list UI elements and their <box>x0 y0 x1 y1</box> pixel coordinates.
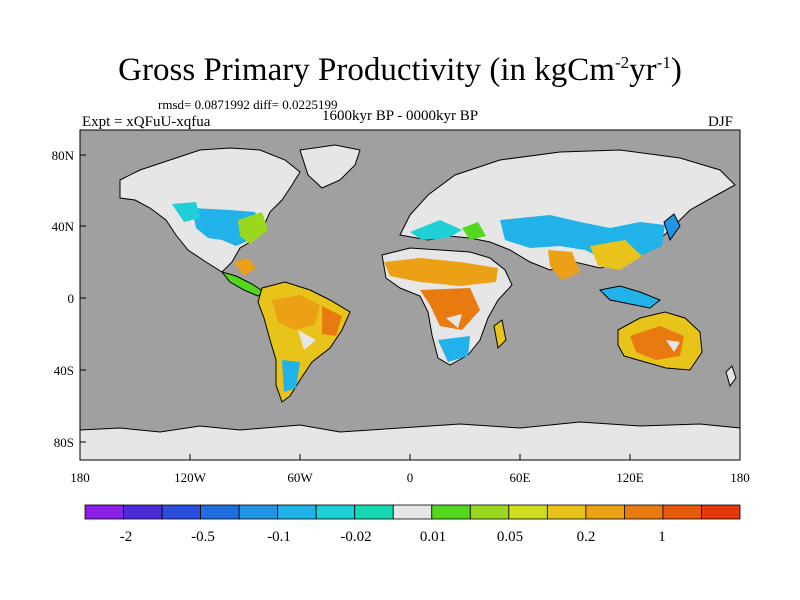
colorbar-swatch <box>84 504 124 520</box>
colorbar-swatch <box>508 504 548 520</box>
lon-tick-label: 120W <box>174 470 207 485</box>
colorbar-swatch <box>200 504 240 520</box>
lat-tick-label: 80S <box>54 435 74 450</box>
lon-tick-label: 180 <box>70 470 90 485</box>
map-title: Gross Primary Productivity (in kgCm-2yr-… <box>118 52 682 88</box>
lon-tick-label: 120E <box>616 470 644 485</box>
lat-tick-label: 40N <box>52 219 75 234</box>
colorbar: -2 -0.5 -0.1 -0.02 0.01 0.05 0.2 1 <box>84 504 741 545</box>
colorbar-swatch <box>354 504 394 520</box>
colorbar-label: 0.01 <box>420 529 446 545</box>
colorbar-swatch <box>431 504 471 520</box>
colorbar-swatch <box>469 504 510 520</box>
lon-tick-label: 180 <box>730 470 750 485</box>
colorbar-label: -0.5 <box>191 529 215 545</box>
colorbar-swatch <box>315 504 356 520</box>
colorbar-swatch <box>701 504 741 520</box>
colorbar-label: 0.2 <box>577 529 596 545</box>
experiment-label: Expt = xQFuU-xqfua <box>82 114 211 130</box>
season-label: DJF <box>708 114 734 130</box>
madagascar <box>493 319 507 350</box>
colorbar-swatch <box>585 504 625 520</box>
maritime-continent <box>598 285 661 309</box>
colorbar-label: -0.1 <box>267 529 291 545</box>
colorbar-swatch <box>624 504 664 520</box>
colorbar-label: -0.02 <box>340 529 371 545</box>
colorbar-label: 1 <box>658 529 666 545</box>
colorbar-swatch <box>392 504 433 520</box>
colorbar-swatch <box>123 504 163 520</box>
greenland <box>299 144 361 189</box>
colorbar-swatch <box>546 504 587 520</box>
colorbar-swatch <box>277 504 317 520</box>
stats-text: rmsd= 0.0871992 diff= 0.0225199 <box>158 97 338 112</box>
land-masses <box>79 144 741 461</box>
colorbar-label: -2 <box>120 529 133 545</box>
colorbar-label: 0.05 <box>497 529 523 545</box>
colorbar-swatch <box>238 504 279 520</box>
new-zealand <box>725 365 737 388</box>
lat-tick-label: 40S <box>54 363 74 378</box>
lat-tick-label: 0 <box>68 291 75 306</box>
latitude-axis: 80N 40N 0 40S 80S <box>52 148 86 450</box>
japan <box>663 213 681 242</box>
period-label: 1600kyr BP - 0000kyr BP <box>322 108 479 124</box>
lon-tick-label: 60E <box>510 470 531 485</box>
longitude-axis: 180 120W 60W 0 60E 120E 180 <box>70 454 750 485</box>
colorbar-swatch <box>161 504 201 520</box>
lat-tick-label: 80N <box>52 148 75 163</box>
lon-tick-label: 0 <box>407 470 414 485</box>
colorbar-swatch <box>662 504 702 520</box>
lon-tick-label: 60W <box>287 470 313 485</box>
